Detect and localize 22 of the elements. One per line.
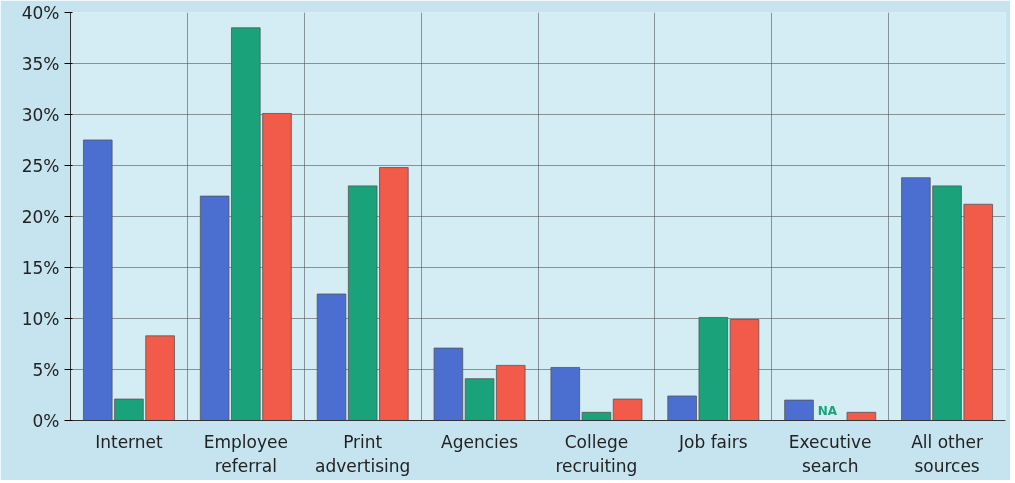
y-tick-label: 35% <box>21 53 60 74</box>
x-tick-label: All other sources <box>911 431 983 476</box>
x-tick-label: Job fairs <box>678 431 748 452</box>
x-tick-label: Internet <box>95 431 164 452</box>
bar <box>846 411 877 421</box>
y-tick-label: 10% <box>21 308 60 329</box>
y-tick-label: 20% <box>21 206 60 227</box>
y-tick-label: 0% <box>32 410 60 431</box>
y-tick-label: 30% <box>21 104 60 125</box>
bar <box>612 398 643 421</box>
y-tick-label: 5% <box>32 359 60 380</box>
bar <box>784 399 814 421</box>
x-tick-label: Employee referral <box>203 431 288 476</box>
y-tick-label: 25% <box>21 155 60 176</box>
x-tick-label: Executive search <box>788 431 872 476</box>
x-tick-label: Print advertising <box>315 431 411 476</box>
y-tick-label: 15% <box>21 257 60 278</box>
annotation: NA <box>817 403 838 418</box>
x-tick-label: Agencies <box>441 431 519 452</box>
x-tick-label: College recruiting <box>555 431 638 476</box>
y-tick-label: 40% <box>21 2 60 23</box>
bar <box>433 347 464 421</box>
